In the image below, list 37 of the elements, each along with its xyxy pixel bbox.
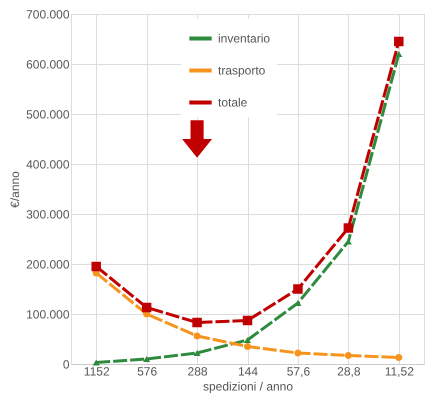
point [92, 359, 100, 366]
y-tick-label: 600.000 [26, 58, 70, 72]
y-tick-label: 500.000 [26, 108, 70, 122]
x-tick-label: 1152 [84, 364, 110, 378]
x-tick-label: 11,52 [384, 364, 414, 378]
point [142, 302, 152, 312]
x-axis-title: spedizioni / anno [202, 380, 294, 394]
point [194, 350, 201, 356]
y-tick-label: 300.000 [26, 208, 70, 222]
y-tick-label: 700.000 [26, 8, 70, 22]
point [194, 332, 201, 340]
point [242, 316, 252, 326]
x-tick-label: 288 [188, 364, 208, 378]
legend-label: totale [218, 96, 248, 110]
point [192, 318, 202, 328]
y-tick-label: 0 [62, 358, 70, 372]
point [395, 50, 402, 58]
point [294, 349, 302, 357]
y-tick-label: 400.000 [26, 158, 70, 172]
point [344, 223, 354, 233]
point [143, 356, 150, 362]
point [344, 352, 352, 360]
point [244, 342, 252, 350]
y-tick-label: 100.000 [26, 308, 70, 322]
y-tick-label: 200.000 [26, 258, 70, 272]
x-tick-label: 57,6 [286, 364, 310, 378]
legend-label: inventario [218, 32, 270, 46]
point [91, 262, 101, 272]
point [244, 336, 252, 344]
point [293, 284, 303, 294]
x-tick-label: 576 [137, 364, 158, 378]
y-axis-title: €/anno [8, 170, 22, 208]
point [394, 36, 404, 46]
x-tick-label: 144 [238, 364, 258, 378]
legend-label: trasporto [218, 64, 266, 78]
point [395, 354, 402, 362]
x-tick-label: 28,8 [337, 364, 361, 378]
